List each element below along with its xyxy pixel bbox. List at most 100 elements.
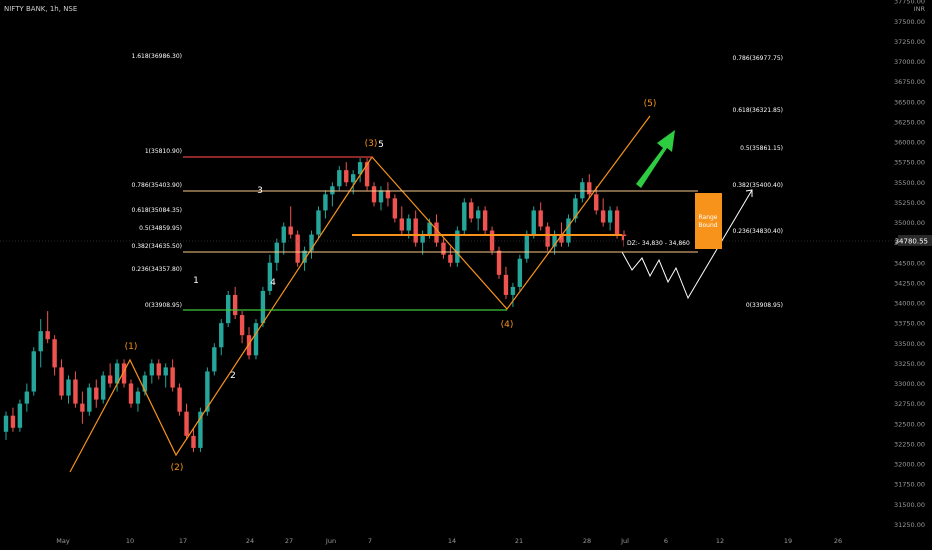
candle-body — [253, 323, 259, 356]
candle-body — [378, 190, 384, 203]
candle-body — [114, 363, 120, 384]
candle-body — [510, 286, 516, 295]
candle-body — [594, 194, 599, 211]
y-tick-label: 31250.00 — [894, 521, 925, 529]
y-tick-label: 37500.00 — [894, 18, 925, 26]
projected-arrowhead — [745, 189, 753, 197]
candle-body — [538, 210, 543, 227]
candle-body — [226, 294, 231, 324]
current-price-tag — [898, 235, 932, 246]
elliott-wave-path — [69, 115, 651, 473]
demand-zone-label-bg — [624, 236, 696, 247]
fib-label-right: 0.236(34830.40) — [733, 228, 784, 235]
y-tick-label: 34000.00 — [894, 300, 925, 308]
y-tick-label: 36250.00 — [894, 118, 925, 126]
x-tick-label: Jun — [325, 537, 336, 545]
candle-body — [371, 186, 377, 203]
range-bound-text-1: Range — [698, 214, 717, 221]
wave-lines-layer — [69, 115, 753, 473]
candle-body — [66, 379, 71, 396]
y-tick-label: 32750.00 — [894, 400, 925, 408]
candle-body — [73, 379, 78, 404]
y-tick-label: 37000.00 — [894, 58, 925, 66]
currency-label: INR — [914, 5, 926, 13]
fib-label-left: 0.236(34357.80) — [132, 266, 183, 273]
candle-body — [156, 363, 161, 376]
candle-body — [448, 254, 453, 263]
y-tick-label: 37750.00 — [894, 0, 925, 6]
y-tick-label: 35250.00 — [894, 199, 925, 207]
y-tick-label: 33250.00 — [894, 360, 925, 368]
wave-label-orange: (5) — [644, 99, 657, 109]
x-tick-label: 19 — [784, 537, 792, 545]
candle-body — [101, 375, 106, 400]
candle-body — [580, 182, 585, 199]
green-up-arrow — [636, 130, 675, 188]
candle-body — [420, 234, 425, 243]
y-tick-label: 35750.00 — [894, 159, 925, 167]
candle-body — [52, 339, 57, 368]
candle-body — [274, 242, 280, 263]
y-tick-label: 32250.00 — [894, 440, 925, 448]
x-tick-label: 6 — [664, 537, 668, 545]
y-tick-label: 33750.00 — [894, 320, 925, 328]
candle-body — [482, 210, 488, 231]
wave-label-white: 2 — [230, 371, 236, 381]
x-tick-label: 14 — [448, 537, 456, 545]
y-tick-label: 32000.00 — [894, 461, 925, 469]
candle-body — [135, 391, 141, 404]
candle-body — [323, 194, 328, 211]
candle-body — [38, 331, 43, 352]
candle-body — [128, 383, 134, 404]
candle-body — [489, 230, 495, 251]
candle-body — [587, 182, 592, 195]
fib-label-left: 0.5(34859.95) — [139, 225, 182, 232]
fib-layer: 1.618(36986.30) 1(35810.90) 0.786(35403.90… — [0, 53, 932, 311]
fib-label-left: 1.618(36986.30) — [132, 53, 183, 60]
candle-body — [573, 198, 578, 219]
fib-label-right: 0.5(35861.15) — [740, 145, 783, 152]
x-tick-label: 21 — [515, 537, 523, 545]
x-tick-label: 17 — [179, 537, 187, 545]
wave-label-white: 4 — [270, 278, 276, 288]
candle-body — [184, 411, 189, 436]
candle-body — [177, 387, 182, 412]
wave-label-orange: (3) — [365, 139, 378, 149]
candle-body — [364, 162, 370, 187]
wave-label-white: 1 — [193, 276, 199, 286]
x-tick-label: 12 — [716, 537, 724, 545]
y-tick-label: 36500.00 — [894, 98, 925, 106]
candle-body — [434, 222, 439, 243]
candle-body — [163, 367, 168, 376]
y-tick-label: 34250.00 — [894, 279, 925, 287]
y-tick-label: 36750.00 — [894, 78, 925, 86]
y-tick-label: 33500.00 — [894, 340, 925, 348]
candle-body — [142, 375, 148, 392]
candle-body — [350, 174, 356, 183]
x-tick-label: 28 — [583, 537, 591, 545]
candle-body — [191, 435, 196, 448]
wave-label-white: 3 — [257, 186, 263, 196]
candle-body — [295, 234, 300, 263]
candle-body — [441, 242, 446, 255]
candle-body — [59, 367, 64, 396]
candle-body — [281, 226, 286, 243]
candle-body — [309, 234, 314, 251]
fib-label-left: 0.382(34635.50) — [132, 243, 183, 250]
range-bound-text-2: Bound — [698, 222, 717, 229]
candle-body — [455, 230, 460, 263]
x-tick-label: 27 — [285, 537, 293, 545]
y-tick-label: 35000.00 — [894, 219, 925, 227]
candle-body — [260, 290, 266, 324]
wave-label-orange: (2) — [171, 463, 184, 473]
candle-body — [94, 387, 99, 400]
candle-body — [31, 351, 36, 392]
fib-label-right: 0(33908.95) — [746, 302, 783, 309]
candle-body — [246, 335, 252, 356]
x-axis[interactable]: May 10 17 24 27 Jun 7 14 21 28 Jul 6 12 19 26 — [56, 537, 842, 545]
candle-body — [545, 226, 550, 247]
candle-body — [149, 363, 155, 376]
candle-body — [17, 403, 23, 428]
